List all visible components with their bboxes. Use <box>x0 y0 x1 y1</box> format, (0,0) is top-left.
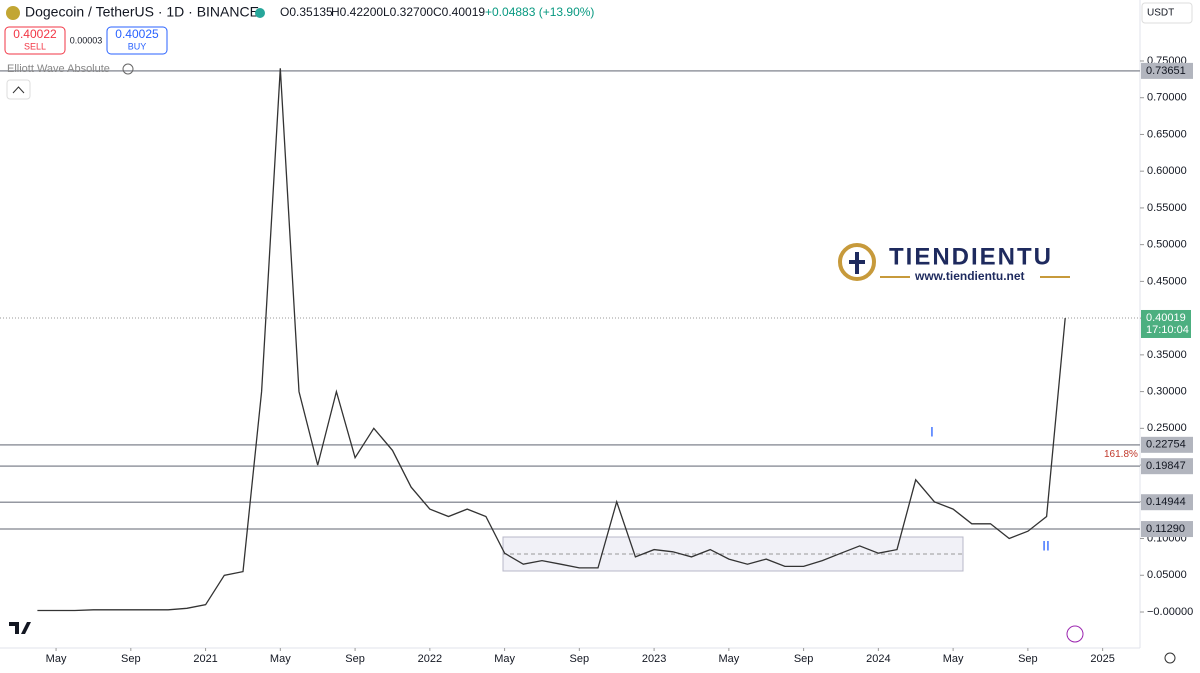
y-tick-label: 0.65000 <box>1147 128 1187 140</box>
buy-label: BUY <box>128 41 147 51</box>
indicator: Elliott Wave Absolute <box>7 63 110 75</box>
level-label: 0.19847 <box>1146 460 1186 472</box>
logo-ring <box>838 243 876 281</box>
x-tick-label: May <box>943 653 964 665</box>
y-tick-label: 0.55000 <box>1147 202 1187 214</box>
x-tick-label: 2023 <box>642 653 666 665</box>
price-line <box>37 68 1066 612</box>
fib-label: 161.8% <box>1104 449 1138 460</box>
level-tag <box>1141 62 1193 79</box>
x-tick-label: Sep <box>345 653 365 665</box>
ohlc-open: O0.35135 <box>280 5 333 19</box>
buy-price: 0.40025 <box>115 27 159 41</box>
y-tick-label: 0.30000 <box>1147 385 1187 397</box>
level-tag <box>1141 494 1193 511</box>
y-tick-label: −0.00000 <box>1147 606 1193 618</box>
x-tick-label: 2024 <box>866 653 890 665</box>
last-price-time: 17:10:04 <box>1146 324 1189 336</box>
sell-price: 0.40022 <box>13 27 57 41</box>
sell-button[interactable] <box>4 26 66 55</box>
buy-button[interactable] <box>106 26 168 55</box>
tv-logo <box>9 622 31 634</box>
ohlc-high: H0.42200 <box>331 5 383 19</box>
level-label: 0.14944 <box>1146 496 1186 508</box>
watermark-name: TIENDIENTU <box>889 243 1053 270</box>
spread: 0.00003 <box>70 35 103 45</box>
level-tag <box>1141 458 1193 475</box>
currency-select[interactable] <box>1141 2 1193 24</box>
x-tick-label: Sep <box>1018 653 1038 665</box>
ohlc-close: C0.40019 <box>433 5 485 19</box>
wave-1: I <box>930 424 934 440</box>
status-dot <box>255 8 265 18</box>
y-tick-label: 0.50000 <box>1147 239 1187 251</box>
level-tag <box>1141 521 1193 538</box>
currency: USDT <box>1147 8 1174 19</box>
level-tag <box>1141 436 1193 453</box>
x-tick-label: 2025 <box>1090 653 1114 665</box>
settings-icon[interactable] <box>1164 652 1176 664</box>
x-tick-label: May <box>494 653 515 665</box>
y-tick-label: 0.60000 <box>1147 165 1187 177</box>
level-label: 0.22754 <box>1146 439 1186 451</box>
wave-2: II <box>1042 538 1050 554</box>
y-tick-label: 0.25000 <box>1147 422 1187 434</box>
x-tick-label: 2021 <box>193 653 217 665</box>
last-price-label: 0.40019 <box>1146 312 1186 324</box>
ohlc-low: L0.32700 <box>383 5 433 19</box>
level-label: 0.73651 <box>1146 65 1186 77</box>
y-tick-label: 0.35000 <box>1147 349 1187 361</box>
chevron <box>12 86 25 94</box>
x-tick-label: Sep <box>121 653 141 665</box>
x-tick-label: May <box>270 653 291 665</box>
hide-icon[interactable] <box>122 63 134 75</box>
watermark-url: www.tiendientu.net <box>914 269 1025 283</box>
collapse-button[interactable] <box>6 79 31 100</box>
sell-label: SELL <box>24 41 46 51</box>
x-tick-label: May <box>46 653 67 665</box>
y-tick-label: 0.70000 <box>1147 92 1187 104</box>
plot <box>0 68 1140 612</box>
flash-icon[interactable] <box>1066 625 1084 643</box>
coin-icon <box>6 6 20 20</box>
ohlc-change: +0.04883 (+13.90%) <box>485 5 594 19</box>
level-label: 0.11290 <box>1146 523 1185 535</box>
x-tick-label: May <box>718 653 739 665</box>
x-tick-label: Sep <box>794 653 814 665</box>
logo-mark <box>849 252 865 274</box>
range-box <box>502 536 964 572</box>
symbol: Dogecoin / TetherUS · 1D · BINANCE <box>25 4 259 20</box>
x-tick-label: Sep <box>570 653 590 665</box>
y-tick-label: 0.45000 <box>1147 275 1187 287</box>
x-tick-label: 2022 <box>418 653 442 665</box>
y-tick-label: 0.05000 <box>1147 569 1187 581</box>
last-price-tag <box>1141 309 1191 338</box>
